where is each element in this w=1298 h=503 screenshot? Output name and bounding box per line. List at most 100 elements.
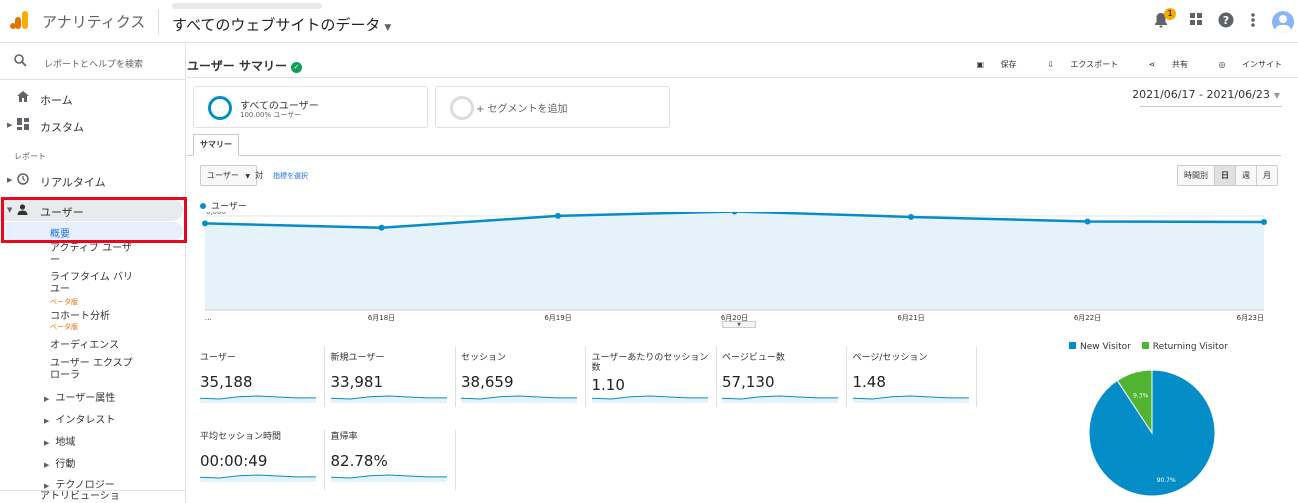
sparkline: [852, 395, 969, 403]
add-segment-button[interactable]: + セグメントを追加: [435, 86, 670, 128]
chevron-right-icon: ▶: [44, 461, 50, 469]
apps-grid-icon[interactable]: [1189, 12, 1203, 30]
insights-label: インサイト: [1242, 60, 1282, 69]
share-label: 共有: [1171, 60, 1188, 69]
analytics-logo[interactable]: [10, 10, 30, 30]
granularity-week[interactable]: 週: [1236, 166, 1257, 185]
divider: [976, 347, 977, 407]
metric-card[interactable]: ページビュー数 57,130: [722, 353, 842, 403]
metric-label: ページビュー数: [722, 353, 785, 363]
sparkline-line: [461, 395, 577, 400]
search-icon: [14, 54, 27, 71]
metric-card[interactable]: セッション 38,659: [461, 353, 581, 403]
sidebar-item-overview[interactable]: 概要: [2, 222, 183, 240]
insights-action[interactable]: ◎ インサイト: [1204, 60, 1282, 69]
sidebar-item-demographics[interactable]: ▶ ユーザー属性: [44, 389, 115, 404]
share-action[interactable]: ⋖ 共有: [1135, 60, 1188, 69]
chevron-right-icon: ▶: [7, 121, 13, 129]
account-avatar[interactable]: [1272, 11, 1294, 33]
help-icon[interactable]: ?: [1218, 12, 1234, 32]
sparkline: [200, 474, 316, 482]
metric-dropdown[interactable]: ユーザー ▼: [200, 165, 258, 186]
sidebar-item-home[interactable]: ホーム: [0, 90, 186, 108]
more-vert-icon[interactable]: [1250, 12, 1256, 32]
sidebar-item-attribution[interactable]: アトリビューショ: [40, 491, 120, 502]
home-icon: [17, 91, 29, 105]
divider: [455, 347, 456, 407]
sidebar-item-cohort[interactable]: コホート分析: [50, 311, 110, 322]
notification-badge: 1: [1164, 8, 1176, 20]
sidebar-item-technology[interactable]: ▶ テクノロジー: [44, 476, 115, 491]
beta-badge: ベータ版: [50, 323, 78, 331]
sparkline: [330, 395, 447, 403]
sidebar-item-geo[interactable]: ▶ 地域: [44, 433, 75, 448]
legend-swatch: [1069, 342, 1076, 349]
metric-card[interactable]: 直帰率 82.78%: [330, 432, 451, 482]
granularity-day[interactable]: 日: [1215, 166, 1236, 185]
metric-card[interactable]: 平均セッション時間 00:00:49: [200, 432, 320, 482]
sidebar-item-users[interactable]: ▼ ユーザー: [0, 199, 183, 221]
property-selector[interactable]: すべてのウェブサイトのデータ ▼: [172, 14, 391, 35]
sparkline-fill: [852, 396, 969, 403]
reports-header: レポート: [14, 152, 46, 161]
divider: [187, 155, 1281, 156]
sparkline-line: [722, 395, 838, 400]
sidebar-item-realtime[interactable]: ▶ リアルタイム: [0, 172, 186, 190]
dashboard-icon: [17, 118, 29, 133]
verified-check-icon: ✓: [290, 62, 302, 73]
granularity-hour[interactable]: 時間別: [1178, 166, 1215, 185]
visitor-type-pie-chart: 90.7% 9.3%: [1088, 369, 1216, 497]
metric-label: ページ/セッション: [852, 353, 928, 363]
export-icon: ⇩: [1047, 60, 1057, 69]
metric-card[interactable]: ユーザーあたりのセッション 数 1.10: [591, 353, 712, 403]
sparkline: [461, 395, 577, 403]
sparkline-line: [200, 474, 316, 479]
sidebar-item-label: 概要: [50, 229, 70, 240]
sparkline: [330, 474, 447, 482]
sidebar-item-audiences[interactable]: オーディエンス: [50, 340, 120, 351]
legend-label: New Visitor: [1080, 342, 1131, 352]
share-icon: ⋖: [1148, 60, 1158, 69]
export-action[interactable]: ⇩ エクスポート: [1033, 60, 1118, 69]
segment-all-users[interactable]: すべてのユーザー 100.00% ユーザー: [193, 86, 428, 128]
x-tick-label: 6月19日: [544, 314, 571, 322]
sidebar-item-active-users[interactable]: アクティブ ユーザ ー: [50, 243, 132, 266]
sparkline-line: [852, 395, 969, 400]
sidebar-item-interests[interactable]: ▶ インタレスト: [44, 411, 115, 426]
sidebar-item-lifetime-value[interactable]: ライフタイム バリ ユー: [50, 272, 133, 295]
sidebar-item-behavior[interactable]: ▶ 行動: [44, 455, 75, 470]
add-segment-label: + セグメントを追加: [476, 104, 568, 115]
chart-resize-handle[interactable]: ▼: [722, 321, 756, 328]
chevron-down-icon: ▼: [245, 173, 251, 180]
metric-card[interactable]: 新規ユーザー 33,981: [330, 353, 451, 403]
data-point: [555, 212, 561, 219]
metric-value: 33,981: [330, 373, 384, 391]
sidebar-item-label: ホーム: [40, 94, 73, 107]
metric-label: ユーザー: [200, 353, 236, 363]
sidebar-item-label: ユーザー属性: [55, 393, 116, 404]
segment-empty-icon: [450, 96, 474, 120]
metric-value: 82.78%: [330, 452, 388, 470]
sidebar-item-label: 行動: [55, 459, 76, 470]
granularity-month[interactable]: 月: [1263, 171, 1271, 180]
metric-value: 38,659: [461, 373, 514, 391]
svg-text:?: ?: [1223, 14, 1229, 27]
divider: [187, 77, 1298, 78]
page-title-text: ユーザー サマリー: [187, 59, 287, 73]
area-fill: [205, 212, 1264, 310]
date-range-picker[interactable]: 2021/06/17 - 2021/06/23 ▼: [1132, 88, 1280, 101]
chevron-down-icon: ▼: [7, 206, 13, 214]
save-action[interactable]: ▣ 保存: [962, 60, 1016, 69]
sidebar: レポートとヘルプを検索 ホーム ▶ カスタム レポート ▶ リアルタイム ▼ ユ…: [0, 44, 186, 503]
pie-legend: New Visitor Returning Visitor: [1069, 342, 1228, 352]
sidebar-item-user-explorer[interactable]: ユーザー エクスプ ローラ: [50, 358, 133, 381]
sidebar-item-custom[interactable]: ▶ カスタム: [0, 117, 186, 135]
main-content: ユーザー サマリー ✓ ▣ 保存 ⇩ エクスポート ⋖ 共有 ◎ インサイト すべ…: [187, 44, 1298, 503]
metric-label: 平均セッション時間: [200, 432, 282, 442]
app-name: アナリティクス: [42, 13, 146, 31]
sidebar-search[interactable]: レポートとヘルプを検索: [0, 44, 186, 80]
select-metric-link[interactable]: 指標を選択: [273, 172, 308, 180]
metric-card[interactable]: ページ/セッション 1.48: [852, 353, 973, 403]
tab-summary[interactable]: サマリー: [193, 134, 239, 156]
metric-card[interactable]: ユーザー 35,188: [200, 353, 320, 403]
